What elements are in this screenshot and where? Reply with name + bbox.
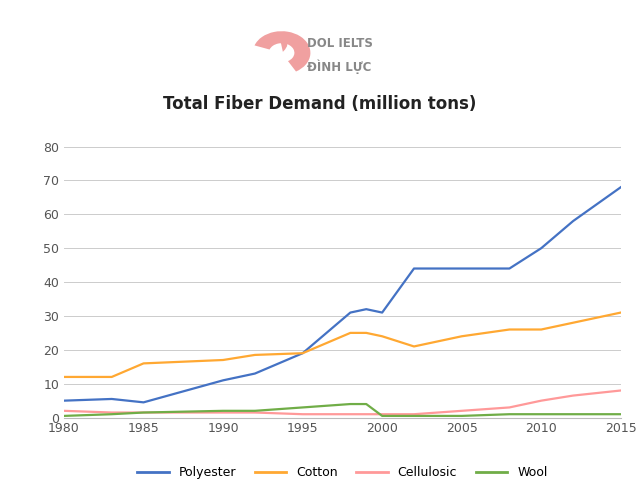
Legend: Polyester, Cotton, Cellulosic, Wool: Polyester, Cotton, Cellulosic, Wool [132, 461, 552, 480]
Text: ĐÌNH LỰC: ĐÌNH LỰC [307, 60, 372, 74]
Text: DOL IELTS: DOL IELTS [307, 36, 373, 50]
Text: Total Fiber Demand (million tons): Total Fiber Demand (million tons) [163, 95, 477, 113]
